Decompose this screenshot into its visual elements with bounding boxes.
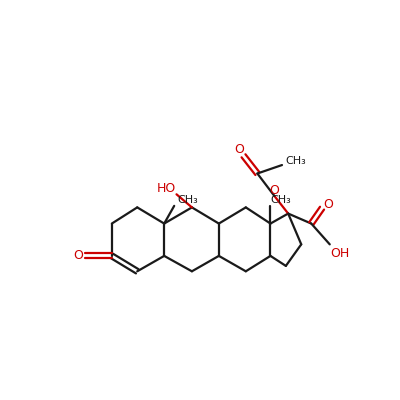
Text: O: O (73, 250, 83, 262)
Text: CH₃: CH₃ (270, 196, 291, 206)
Text: CH₃: CH₃ (178, 196, 198, 206)
Text: OH: OH (330, 247, 349, 260)
Text: O: O (269, 184, 279, 197)
Text: O: O (323, 198, 333, 211)
Text: CH₃: CH₃ (286, 156, 306, 166)
Text: HO: HO (157, 182, 176, 196)
Text: O: O (234, 143, 244, 156)
